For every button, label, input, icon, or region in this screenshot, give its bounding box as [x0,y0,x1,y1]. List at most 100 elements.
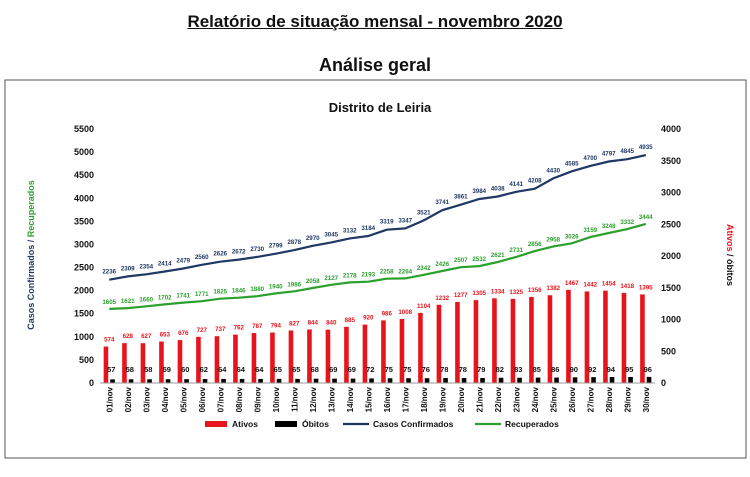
recuperados-data-label: 2178 [343,272,357,279]
right-axis-label-ativos: Ativos [725,224,735,252]
obitos-bar [535,377,541,383]
ativos-bar [492,298,497,383]
recuperados-line [109,222,647,310]
recuperados-data-label: 2193 [361,272,375,279]
obitos-bar [276,378,282,383]
x-tick-label: 04/nov [161,386,170,412]
obitos-data-label: 69 [348,365,356,374]
recuperados-data-label: 1702 [158,294,172,301]
ativos-bar [159,341,164,383]
obitos-data-label: 57 [107,365,115,374]
legend-label-obitos: Óbitos [302,418,329,429]
recuperados-data-label: 3026 [565,233,579,240]
ativos-bar [510,298,516,383]
ativos-bar [307,329,312,383]
ativos-bar [455,301,460,383]
left-tick-label: 1000 [74,332,94,342]
obitos-data-label: 94 [607,365,616,374]
bars [103,289,652,383]
x-tick-label: 23/nov [512,386,521,412]
recuperados-data-label: 3159 [583,227,597,234]
recuperados-data-label: 1660 [139,296,153,303]
x-tick-label: 12/nov [309,386,318,412]
confirmados-data-label: 3521 [417,209,431,216]
recuperados-data-label: 1940 [269,283,283,290]
obitos-bar [147,379,152,383]
confirmados-data-label: 4208 [528,178,542,185]
obitos-bar [609,377,615,383]
obitos-data-label: 72 [366,365,374,374]
x-tick-label: 03/nov [142,386,151,412]
ativos-data-label: 1008 [398,309,412,316]
ativos-data-label: 627 [141,333,152,340]
right-tick-label: 3500 [661,156,681,166]
ativos-data-label: 1334 [491,288,505,295]
ativos-bar [418,312,423,383]
x-tick-label: 07/nov [216,386,225,412]
ativos-data-label: 986 [382,310,393,317]
report-title: Relatório de situação mensal - novembro … [187,12,563,31]
recuperados-data-label: 1621 [121,298,135,305]
left-tick-label: 1500 [74,309,94,319]
obitos-bar [424,378,430,383]
obitos-data-label: 95 [625,365,633,374]
ativos-bar [177,340,183,383]
ativos-bar [251,333,257,383]
recuperados-data-label: 1986 [287,281,301,288]
x-tick-label: 01/nov [105,386,114,412]
confirmados-data-label: 3319 [380,219,394,226]
ativos-data-label: 920 [363,315,374,322]
obitos-data-label: 62 [200,365,208,374]
recuperados-data-label: 1846 [232,288,246,295]
ativos-data-label: 794 [271,323,282,330]
ativos-bar [122,343,127,383]
obitos-bar [387,378,393,383]
x-tick-label: 14/nov [346,386,355,412]
confirmados-data-label: 4797 [602,150,616,157]
legend-label-confirmados: Casos Confirmados [373,419,454,429]
ativos-data-label: 1382 [546,285,560,292]
obitos-bar [202,379,208,383]
left-tick-label: 4000 [74,193,94,203]
x-tick-label: 21/nov [475,386,484,412]
confirmados-data-label: 3347 [398,217,412,224]
data-labels: 2236 2309 2354 2414 2479 2560 2626 2672 2730 2799… [102,144,653,374]
confirmados-data-label: 2414 [158,261,172,268]
obitos-bar [443,378,448,383]
ativos-data-label: 653 [160,332,171,339]
recuperados-data-label: 2342 [417,265,431,272]
chart-title: Distrito de Leiria [329,100,432,115]
obitos-data-label: 65 [274,365,282,374]
ativos-data-label: 1442 [583,281,597,288]
ativos-data-label: 574 [104,337,115,344]
obitos-data-label: 64 [255,365,264,374]
recuperados-data-label: 2958 [546,236,560,243]
obitos-data-label: 86 [551,365,559,374]
right-axis-label: Ativos / óbitos [725,224,735,286]
confirmados-data-label: 3861 [454,194,468,201]
x-tick-label: 29/nov [623,386,632,412]
x-tick-label: 22/nov [494,386,503,412]
ativos-data-label: 1277 [454,292,468,299]
recuperados-data-label: 1605 [102,299,116,306]
confirmados-data-label: 2730 [250,246,264,253]
confirmados-data-label: 3184 [361,225,375,232]
left-axis: 0 500 1000 1500 2000 2500 3000 3500 4000 4500 5000… [74,124,94,388]
obitos-bar [239,378,245,383]
ativos-bar [233,334,238,383]
ativos-data-label: 1395 [639,284,653,291]
ativos-data-label: 737 [215,326,226,333]
right-tick-label: 4000 [661,124,681,134]
x-tick-label: 13/nov [327,386,336,412]
ativos-bar [362,324,368,383]
ativos-data-label: 762 [234,325,245,332]
legend-label-ativos: Ativos [232,419,258,429]
x-axis: 01/nov 02/nov 03/nov 04/nov 05/nov 06/nov 07/n… [100,382,655,412]
legend-label-recuperados: Recuperados [505,419,559,429]
obitos-bar [110,379,115,383]
ativos-data-label: 1356 [528,287,542,294]
obitos-data-label: 59 [163,365,171,374]
confirmados-data-label: 3984 [472,188,486,195]
confirmados-data-label: 2309 [121,265,135,272]
obitos-bar [480,377,485,383]
